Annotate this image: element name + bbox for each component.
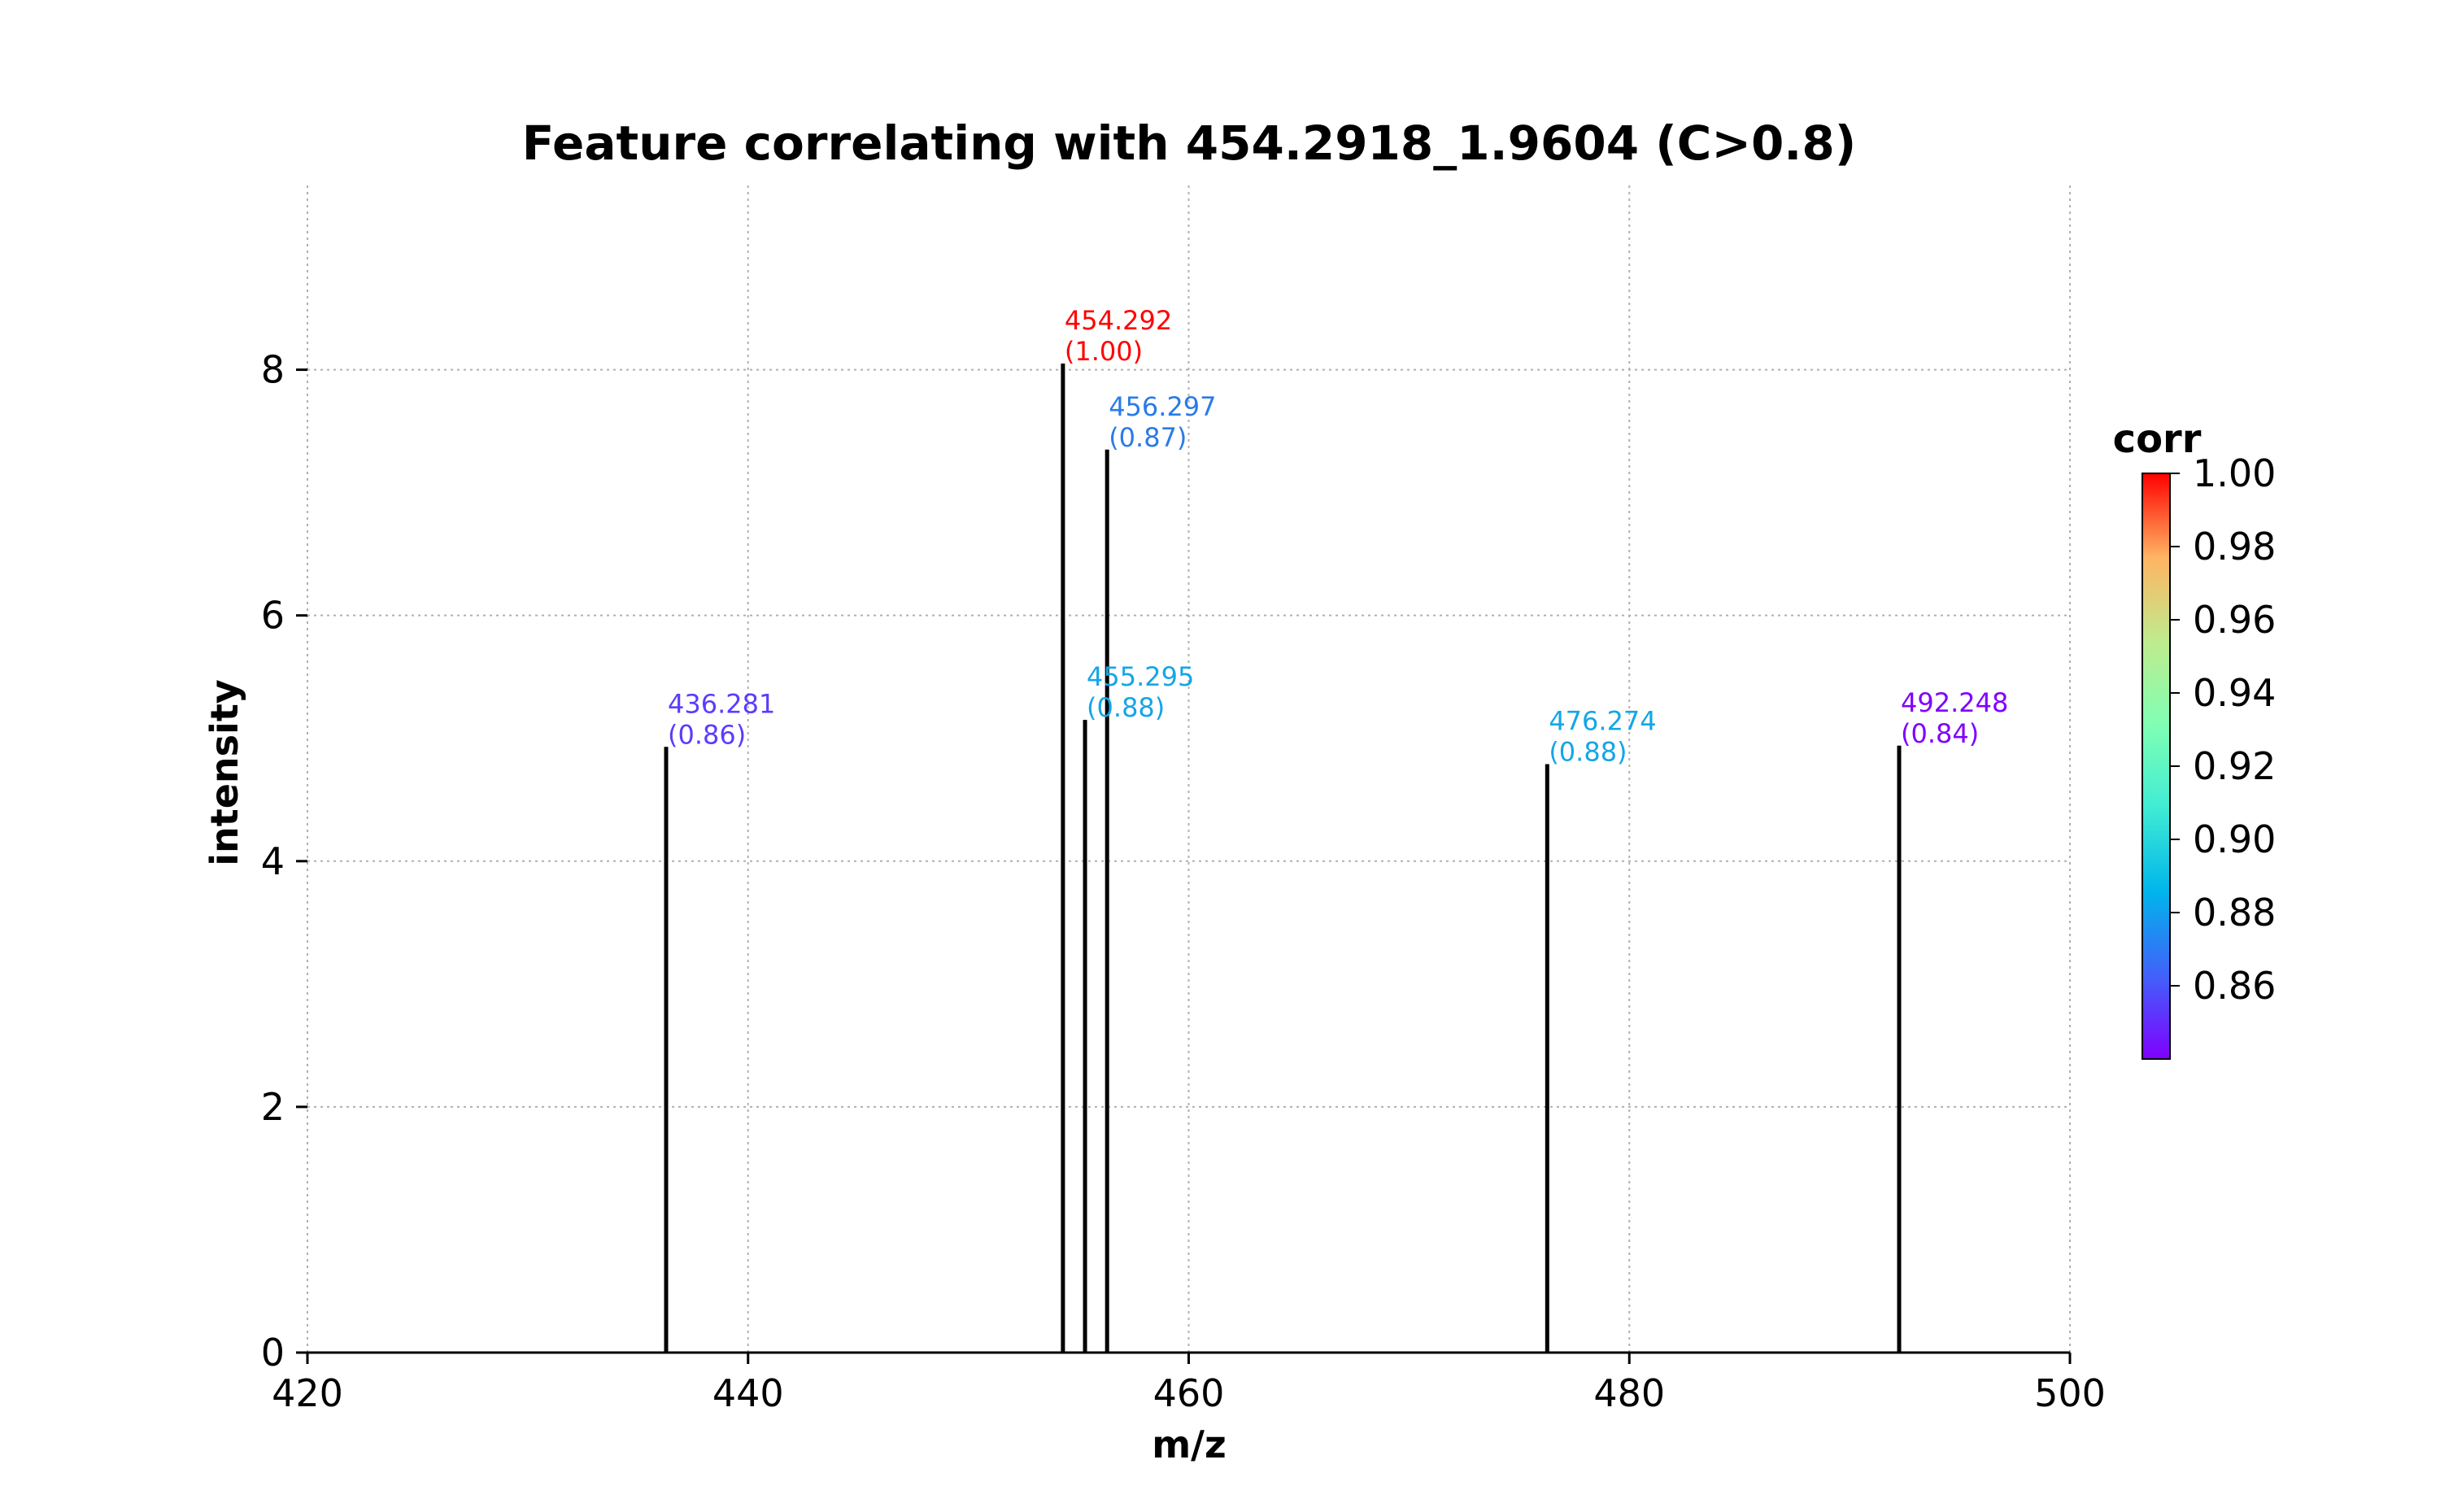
colorbar-label: corr [2113,416,2202,462]
y-tick-label: 4 [261,839,285,883]
x-tick-label: 460 [1153,1371,1225,1415]
colorbar-tick-label: 1.00 [2193,451,2276,495]
peak-corr-label: (0.87) [1109,422,1187,453]
chart-title: Feature correlating with 454.2918_1.9604… [522,115,1856,171]
grid [307,185,2071,1353]
colorbar-tick-label: 0.90 [2193,817,2276,861]
colorbar-gradient [2142,473,2171,1060]
y-ticks: 0 2 4 6 8 [261,348,307,1375]
y-tick-label: 0 [261,1331,285,1375]
peak-corr-label: (0.88) [1549,736,1627,767]
peak-mz-label: 456.297 [1109,391,1216,422]
x-tick-label: 440 [712,1371,784,1415]
colorbar-tick-label: 0.92 [2193,744,2276,788]
x-tick-label: 420 [272,1371,343,1415]
colorbar-tick-label: 0.98 [2193,525,2276,569]
peak-corr-label: (0.86) [668,719,746,750]
peak-labels: 436.281(0.86)454.292(1.00)455.295(0.88)4… [668,305,2008,767]
colorbar-tick-label: 0.94 [2193,671,2276,715]
y-tick-label: 2 [261,1085,285,1129]
peak-corr-label: (1.00) [1065,336,1143,367]
peak-bars [664,364,1902,1353]
colorbar-tick-label: 0.86 [2193,964,2276,1008]
y-tick-label: 6 [261,594,285,638]
peak-corr-label: (0.84) [1901,718,1979,749]
y-axis-label: intensity [203,679,246,866]
x-axis-label: m/z [1152,1423,1227,1466]
x-ticks: 420 440 460 480 500 [272,1353,2106,1415]
colorbar-tick-label: 0.96 [2193,598,2276,642]
peak-mz-label: 476.274 [1549,705,1656,736]
colorbar-tick-label: 0.88 [2193,891,2276,935]
peak-mz-label: 454.292 [1065,305,1172,336]
peak-corr-label: (0.88) [1087,692,1165,723]
peak-mz-label: 492.248 [1901,687,2008,718]
peak-mz-label: 455.295 [1087,661,1194,692]
peak-mz-label: 436.281 [668,688,775,719]
x-tick-label: 480 [1593,1371,1665,1415]
y-tick-label: 8 [261,348,285,392]
colorbar-ticks: 1.00 0.98 0.96 0.94 0.92 0.90 0.88 0.86 [2170,451,2276,1008]
x-tick-label: 500 [2034,1371,2106,1415]
colorbar: corr 1.00 0.98 0.96 0.94 0.92 0.90 0.88 0.86 [2113,416,2276,1060]
